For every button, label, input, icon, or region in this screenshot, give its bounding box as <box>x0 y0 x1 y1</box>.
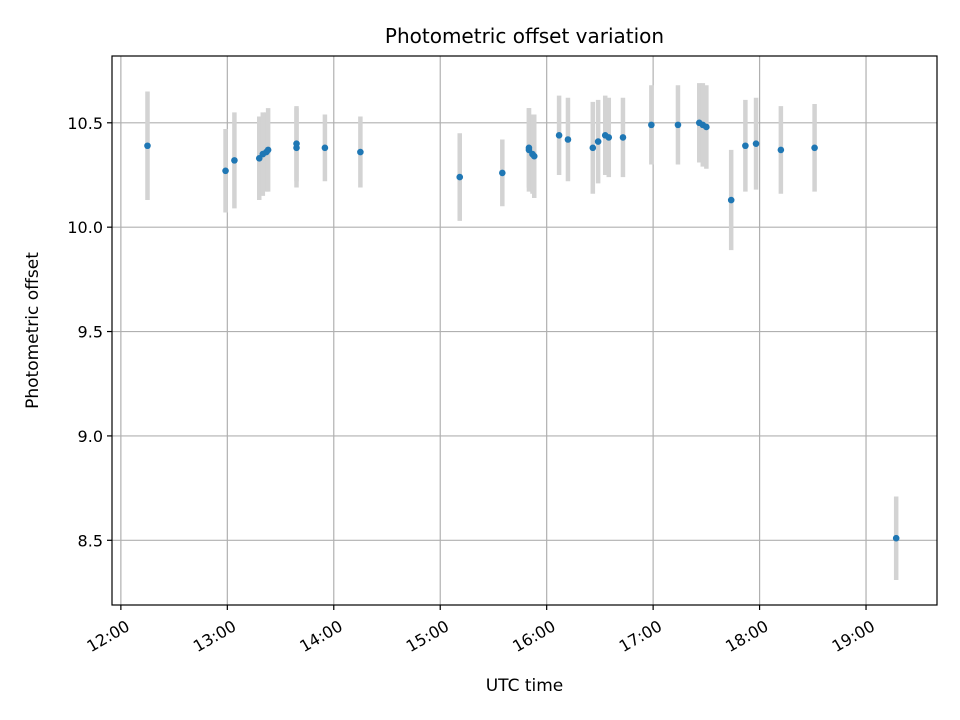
data-point <box>674 121 682 129</box>
data-point <box>231 157 238 164</box>
data-point <box>811 144 818 152</box>
y-tick-label: 8.5 <box>78 531 103 550</box>
y-tick-label: 9.5 <box>78 323 103 342</box>
data-point <box>525 144 533 152</box>
data-point <box>727 196 735 204</box>
y-tick-label: 9.0 <box>78 427 103 446</box>
y-tick-label: 10.5 <box>67 114 103 133</box>
data-point <box>456 173 464 181</box>
data-point <box>777 146 785 154</box>
data-point <box>594 138 602 145</box>
data-point <box>619 134 627 141</box>
data-point <box>144 142 151 150</box>
data-point <box>222 167 229 175</box>
data-point <box>357 148 364 156</box>
data-point <box>499 169 506 177</box>
data-point <box>892 534 900 542</box>
data-point <box>742 142 749 150</box>
y-tick-label: 10.0 <box>67 218 103 237</box>
x-axis-label: UTC time <box>486 676 564 696</box>
data-point <box>564 136 572 143</box>
y-axis-label: Photometric offset <box>23 252 43 409</box>
data-point <box>321 144 329 152</box>
data-point <box>589 144 597 152</box>
chart-title: Photometric offset variation <box>385 24 664 48</box>
data-points <box>144 119 900 542</box>
plot-area-frame <box>111 55 938 606</box>
data-point <box>555 132 563 139</box>
data-point <box>648 121 655 129</box>
grid <box>112 56 937 605</box>
data-point <box>752 140 760 147</box>
data-point <box>530 152 538 160</box>
data-point <box>264 146 272 154</box>
data-point <box>605 134 613 141</box>
data-point <box>293 140 300 147</box>
y-axis: 8.5 9.0 9.5 10.0 10.5 <box>67 114 112 550</box>
data-point <box>703 123 710 131</box>
